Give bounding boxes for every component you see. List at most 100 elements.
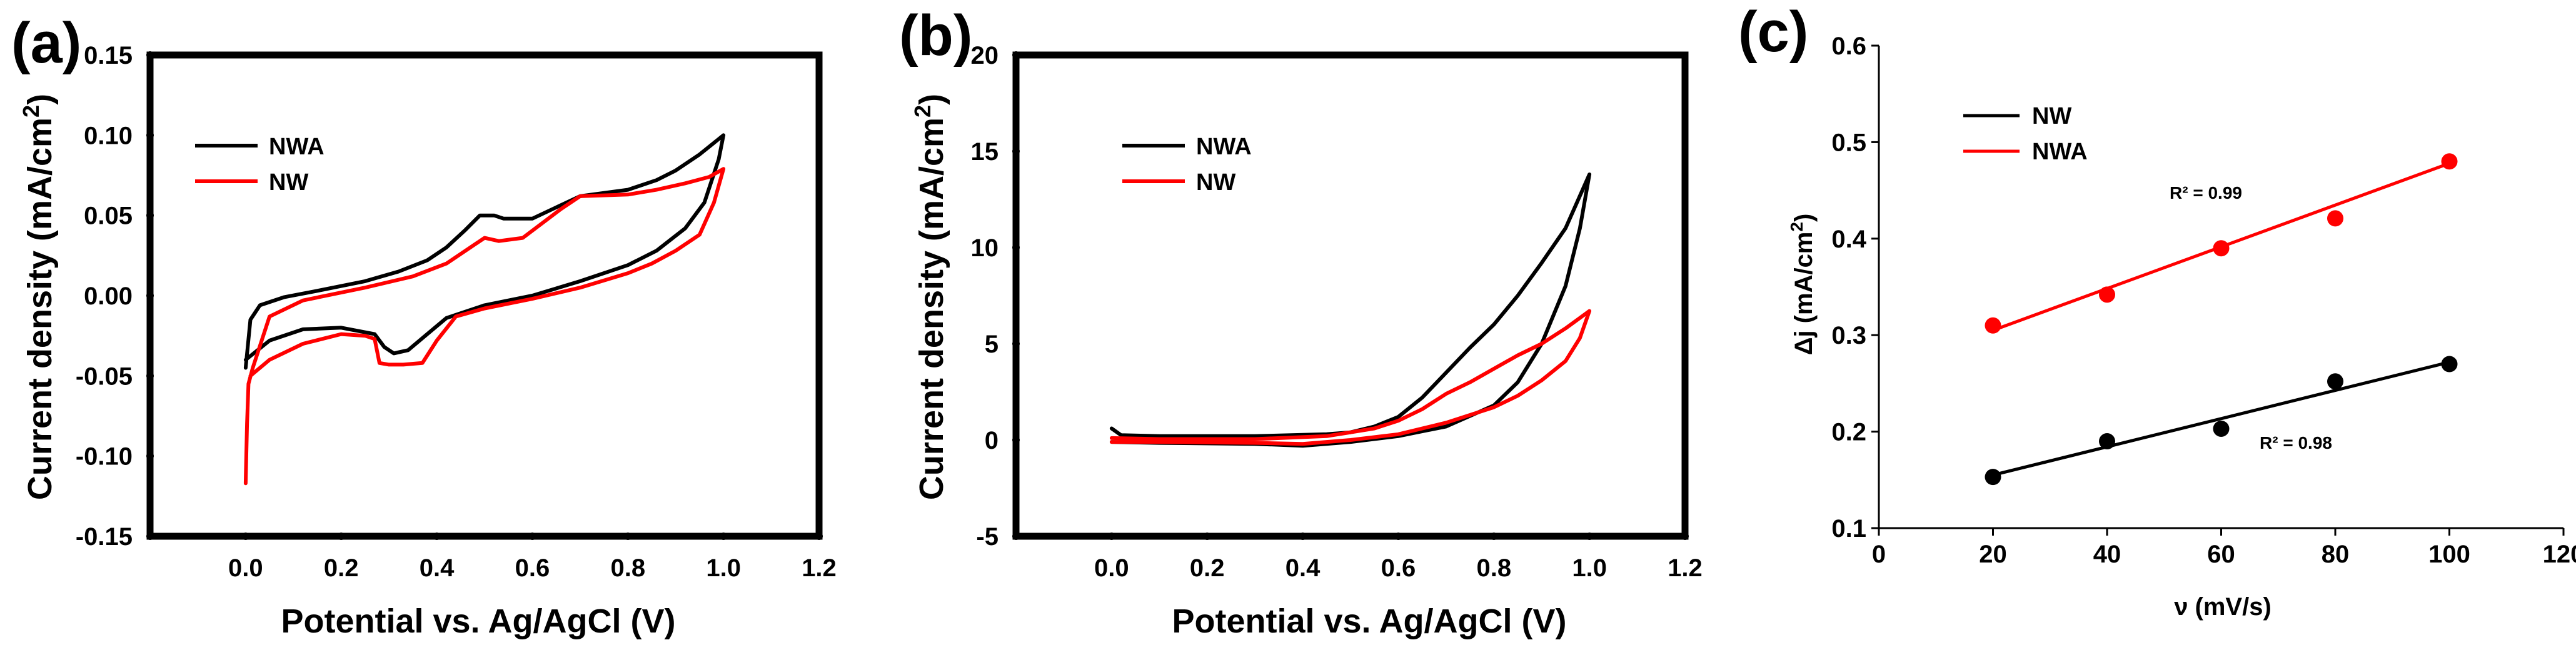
x-tick-label: 1.2	[1668, 554, 1703, 582]
y-tick-mark	[1012, 148, 1020, 155]
panel-a: (a) 0.0 0.2 0.4 0.6 0.8 1.0 1.2 0.150.100.050.…	[11, 11, 837, 640]
y-tick-label: 20	[971, 42, 999, 69]
panel-c-ylabel-suffix: )	[1790, 214, 1818, 222]
x-tick-label: 40	[2093, 541, 2121, 568]
r2-nwa-annotation: R² = 0.99	[2170, 183, 2242, 202]
panel-a-label: (a)	[11, 11, 81, 75]
y-tick-label: 0.00	[84, 282, 133, 310]
x-tick-label: 100	[2428, 541, 2470, 568]
series-line-nwa	[1109, 172, 1592, 448]
x-tick-label: 1.2	[802, 554, 837, 582]
y-tick-label: 0.10	[84, 122, 133, 149]
y-tick-mark	[1012, 436, 1020, 444]
data-point-nw	[2099, 433, 2115, 450]
y-tick-label: 0.05	[84, 202, 133, 230]
legend-label-nw: NW	[1196, 169, 1235, 196]
panel-a-ylabel-prefix: Current density (mA/cm	[21, 118, 59, 500]
y-tick-mark	[146, 372, 154, 380]
panel-b-legend: NWA NW	[1122, 134, 1252, 196]
r2-nw-annotation: R² = 0.98	[2260, 433, 2332, 452]
x-tick-mark	[528, 532, 536, 540]
panel-c-y-ticks: 0.6 0.5 0.4 0.3 0.2 0.1	[1831, 32, 1879, 542]
data-point-nw	[2441, 356, 2458, 372]
series-line-nw	[243, 167, 726, 486]
panel-b-ylabel-prefix: Current density (mA/cm	[913, 118, 950, 500]
panel-b-y-axis-title: Current density (mA/cm2)	[910, 94, 950, 500]
y-tick-mark	[146, 131, 154, 139]
panel-b-plot-frame	[1012, 51, 1689, 540]
x-tick-mark	[241, 532, 249, 540]
data-point-nwa	[2441, 153, 2458, 170]
panel-b: (b) 0.0 0.2 0.4 0.6 0.8 1.0 1.2 20 15 10 5 0 -5 NWA…	[899, 4, 1703, 640]
x-tick-label: 1.0	[1572, 554, 1607, 582]
y-tick-label: 0.3	[1831, 322, 1866, 349]
panel-c-ylabel-prefix: Δj (mA/cm	[1790, 232, 1818, 356]
panel-b-x-ticks: 0.0 0.2 0.4 0.6 0.8 1.0 1.2	[1094, 532, 1703, 582]
x-tick-label: 1.0	[706, 554, 741, 582]
series-line-nw	[1109, 309, 1592, 446]
panel-c-label: (c)	[1738, 0, 1808, 64]
data-point-nw	[1985, 469, 2001, 486]
legend-label-nwa: NWA	[1196, 134, 1252, 160]
x-tick-label: 120	[2543, 541, 2576, 568]
x-tick-mark	[1107, 532, 1115, 540]
y-tick-mark	[1012, 244, 1020, 251]
x-tick-label: 0.2	[324, 554, 359, 582]
y-tick-mark	[146, 211, 154, 219]
x-tick-label: 0.8	[610, 554, 645, 582]
panel-b-label: (b)	[899, 4, 972, 68]
x-tick-label: 20	[1979, 541, 2007, 568]
panel-a-ylabel-sup: 2	[18, 105, 44, 118]
panel-c: (c) 0 20 40 60 80 100 120 0.6 0.5 0.4 0.3 0.2 0.1 N…	[1738, 0, 2576, 621]
x-tick-label: 0.6	[515, 554, 550, 582]
panel-a-plot-frame	[146, 51, 823, 540]
y-tick-label: 10	[971, 234, 999, 262]
data-point-nwa	[2213, 240, 2230, 257]
panel-a-legend: NWA NW	[195, 134, 325, 196]
panel-c-axes	[1878, 46, 2563, 529]
x-tick-mark	[337, 532, 345, 540]
y-tick-mark	[146, 51, 154, 59]
y-tick-mark	[146, 452, 154, 460]
data-point-nwa	[2327, 210, 2343, 227]
x-tick-mark	[1299, 532, 1307, 540]
panel-b-ylabel-sup: 2	[910, 105, 935, 118]
panel-b-series	[1109, 172, 1592, 448]
x-tick-label: 0.8	[1476, 554, 1511, 582]
legend-label-nw: NW	[269, 169, 308, 196]
panel-a-series	[243, 133, 726, 486]
x-tick-label: 80	[2322, 541, 2350, 568]
data-point-nwa	[2099, 286, 2115, 303]
legend-label-nw: NW	[2032, 103, 2071, 129]
x-tick-mark	[1394, 532, 1402, 540]
fit-line-nw	[1992, 361, 2450, 477]
panel-a-y-ticks: 0.15 0.10 0.05 0.00 -0.05 -0.10 -0.15	[76, 42, 154, 551]
panel-a-x-ticks: 0.0 0.2 0.4 0.6 0.8 1.0 1.2	[228, 532, 837, 582]
x-tick-mark	[1203, 532, 1211, 540]
legend-label-nwa: NWA	[2032, 139, 2088, 165]
y-tick-label: 0	[985, 427, 999, 454]
panel-b-y-ticks: 20 15 10 5 0 -5	[971, 42, 1020, 551]
y-tick-label: 0.4	[1831, 226, 1866, 253]
x-tick-label: 0.4	[1285, 554, 1321, 582]
x-tick-mark	[1681, 532, 1689, 540]
x-tick-label: 0.0	[1094, 554, 1129, 582]
panel-a-x-axis-title: Potential vs. Ag/AgCl (V)	[281, 602, 675, 640]
data-point-nwa	[1985, 317, 2001, 334]
x-tick-mark	[1490, 532, 1498, 540]
x-tick-label: 0	[1872, 541, 1886, 568]
y-tick-mark	[146, 532, 154, 540]
x-tick-label: 0.0	[228, 554, 263, 582]
data-point-nw	[2213, 420, 2230, 437]
panel-c-legend: NW NWA	[1963, 103, 2088, 165]
y-tick-label: -0.15	[76, 523, 133, 551]
y-tick-label: 0.15	[84, 42, 133, 69]
x-tick-label: 60	[2207, 541, 2235, 568]
series-line-nwa	[243, 133, 726, 370]
panel-a-y-axis-title: Current density (mA/cm2)	[18, 94, 59, 500]
panel-c-ylabel-sup: 2	[1787, 222, 1806, 232]
x-tick-mark	[1586, 532, 1594, 540]
y-tick-mark	[1012, 340, 1020, 348]
x-tick-label: 0.2	[1190, 554, 1225, 582]
panel-c-y-axis-title: Δj (mA/cm2)	[1787, 214, 1818, 356]
